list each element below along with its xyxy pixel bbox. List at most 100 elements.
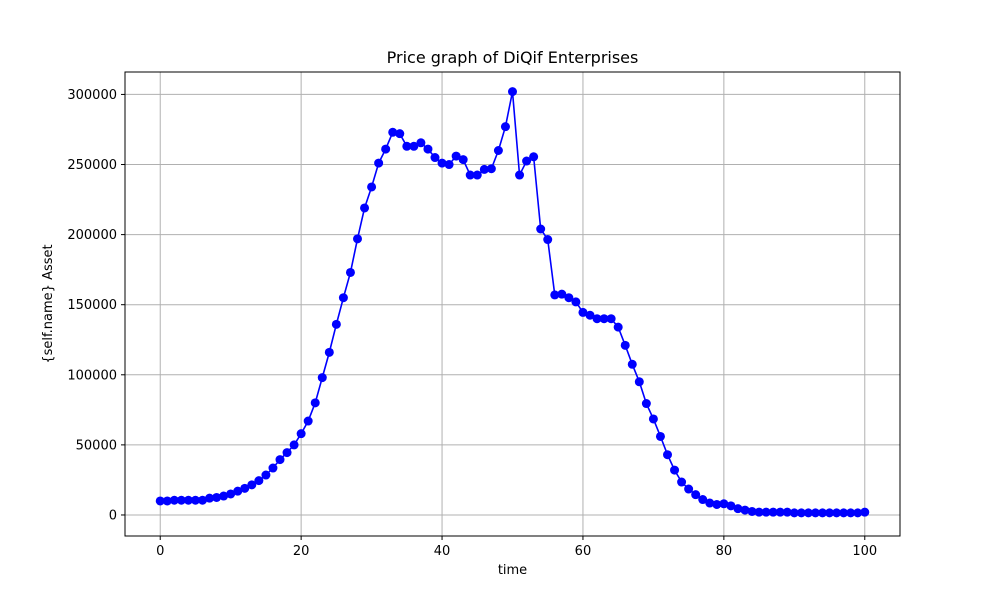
data-point — [381, 144, 391, 154]
data-point — [846, 508, 856, 518]
data-point — [176, 495, 186, 505]
x-tick-label: 100 — [852, 544, 877, 559]
plot-frame — [124, 71, 901, 537]
data-point — [444, 160, 454, 170]
data-point — [226, 489, 236, 499]
data-point — [655, 431, 665, 441]
data-point — [578, 307, 588, 317]
data-point — [747, 506, 757, 516]
y-tick-label: 200000 — [67, 228, 117, 243]
data-point — [162, 496, 172, 506]
data-point — [205, 493, 215, 503]
data-point — [670, 465, 680, 475]
data-point — [536, 224, 546, 234]
data-point — [155, 496, 165, 506]
x-tick-label: 40 — [434, 544, 451, 559]
data-point — [296, 429, 306, 439]
data-point — [860, 507, 870, 517]
data-point — [663, 450, 672, 460]
data-point — [219, 491, 229, 501]
data-point — [641, 399, 651, 409]
x-axis-label: time — [498, 563, 527, 578]
data-point — [599, 314, 609, 324]
y-tick-label: 0 — [109, 508, 117, 523]
data-point — [557, 289, 567, 299]
data-point — [331, 319, 341, 329]
data-point — [395, 129, 405, 139]
data-point — [374, 158, 384, 168]
data-point — [761, 507, 771, 517]
data-point — [338, 293, 348, 303]
data-point — [254, 476, 264, 486]
data-point — [388, 127, 398, 137]
data-point — [310, 398, 320, 408]
data-point — [515, 170, 525, 180]
data-point — [282, 448, 292, 458]
data-point — [620, 340, 630, 350]
y-tick-label: 50000 — [76, 438, 117, 453]
data-point — [353, 234, 362, 244]
y-tick-label: 150000 — [67, 298, 117, 313]
data-point — [613, 322, 623, 332]
data-point — [634, 377, 644, 387]
data-point — [275, 455, 285, 465]
data-point — [726, 501, 736, 511]
y-tick-label: 100000 — [67, 368, 117, 383]
data-point — [522, 156, 532, 166]
data-point — [543, 235, 553, 245]
x-tick-label: 80 — [716, 544, 733, 559]
data-point — [402, 141, 412, 151]
data-point — [198, 495, 207, 505]
data-point — [733, 504, 743, 514]
data-point — [500, 122, 510, 132]
x-tick-label: 60 — [575, 544, 592, 559]
series — [155, 87, 870, 518]
y-tick-label: 250000 — [67, 158, 117, 173]
data-point — [430, 153, 440, 163]
data-point — [493, 146, 503, 156]
data-point — [796, 508, 806, 518]
data-point — [472, 170, 482, 180]
data-point — [508, 87, 517, 97]
data-point — [691, 490, 701, 500]
data-point — [451, 151, 461, 161]
data-point — [303, 416, 313, 426]
data-point — [839, 508, 849, 518]
data-point — [832, 508, 842, 518]
data-point — [289, 440, 299, 450]
data-point — [853, 508, 863, 518]
data-point — [409, 141, 419, 151]
data-point — [768, 507, 778, 517]
data-point — [416, 138, 426, 148]
data-point — [423, 144, 433, 154]
data-point — [240, 483, 250, 493]
data-point — [648, 414, 658, 424]
data-point — [677, 477, 687, 487]
data-point — [789, 508, 799, 518]
data-point — [754, 507, 764, 517]
data-point — [740, 505, 750, 515]
data-point — [212, 492, 222, 502]
data-point — [719, 499, 729, 509]
chart-title: Price graph of DiQif Enterprises — [387, 48, 639, 67]
data-point — [803, 508, 813, 518]
data-point — [169, 495, 179, 505]
data-point — [268, 463, 278, 473]
data-point — [818, 508, 827, 518]
data-point — [486, 164, 496, 174]
data-point — [261, 470, 271, 480]
data-point — [345, 267, 355, 277]
data-point — [592, 314, 602, 324]
ticks: 0 20 40 60 80 100 0 50000 100000 150000 200000 2500… — [67, 88, 877, 559]
data-point — [627, 359, 637, 369]
data-point — [705, 498, 715, 508]
data-point — [479, 164, 489, 174]
series-line — [160, 91, 865, 514]
data-point — [437, 158, 447, 168]
data-point — [550, 290, 560, 300]
y-tick-label: 300000 — [67, 88, 117, 103]
x-tick-label: 0 — [156, 544, 164, 559]
data-point — [698, 495, 708, 505]
data-point — [465, 170, 475, 180]
